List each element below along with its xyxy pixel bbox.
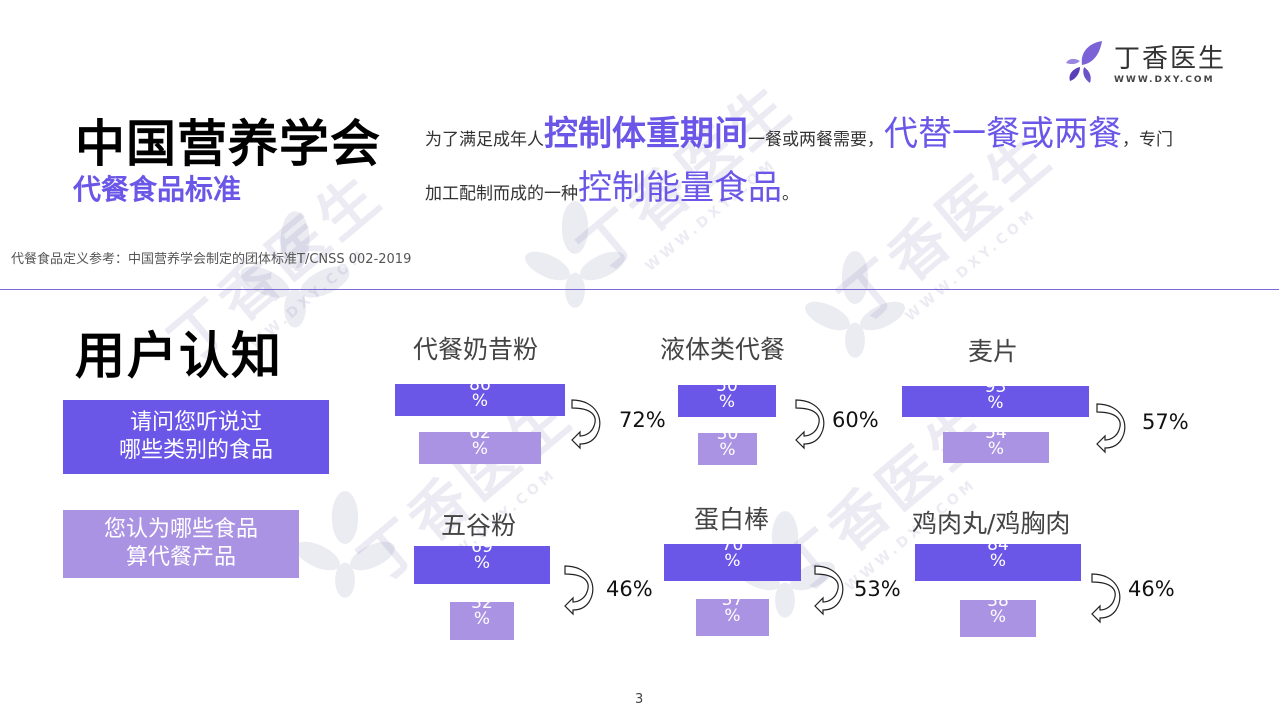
conversion-rate: 72% — [619, 408, 666, 432]
definition-text: 一餐或两餐需要， — [748, 130, 884, 150]
standard-definition: 为了满足成年人控制体重期间一餐或两餐需要，代替一餐或两餐，专门加工配制而成的一种… — [425, 110, 1185, 218]
bar-considered: 30% — [698, 433, 757, 465]
dxy-flower-logo-icon — [1066, 40, 1102, 83]
curved-arrow-icon — [571, 399, 601, 450]
legend-heard-of: 请问您听说过 哪些类别的食品 — [63, 400, 329, 474]
bar-heard-of: 86% — [395, 384, 565, 416]
legend-label: 您认为哪些食品 — [103, 517, 258, 542]
reference-note: 代餐食品定义参考：中国营养学会制定的团体标准T/CNSS 002-2019 — [11, 252, 412, 267]
definition-text: 为了满足成年人 — [425, 130, 544, 150]
section-divider — [0, 289, 1279, 290]
legend-considered-meal-replacement: 您认为哪些食品 算代餐产品 — [63, 510, 299, 578]
curved-arrow-icon — [795, 399, 825, 450]
curved-arrow-icon — [1096, 403, 1126, 454]
bar-considered: 32% — [450, 602, 514, 640]
curved-arrow-icon — [814, 565, 844, 616]
bar-considered: 38% — [960, 600, 1036, 637]
watermark-flower-icon — [295, 491, 395, 598]
bar-considered: 54% — [943, 432, 1049, 463]
bar-heard-of: 93% — [902, 386, 1089, 417]
bar-considered: 62% — [419, 432, 541, 464]
definition-text: ，专门加工配制而成的一种 — [425, 130, 1173, 204]
bar-heard-of: 70% — [664, 544, 801, 581]
bar-heard-of: 69% — [414, 546, 550, 584]
page-subtitle: 代餐食品标准 — [73, 173, 242, 206]
brand-name: 丁香医生 — [1114, 44, 1227, 74]
definition-highlight: 控制体重期间 — [544, 114, 748, 154]
section-title: 用户认知 — [75, 327, 283, 385]
conversion-rate: 46% — [606, 577, 653, 601]
legend-label: 请问您听说过 — [129, 410, 262, 435]
page-number: 3 — [635, 692, 644, 707]
bar-heard-of: 84% — [915, 544, 1081, 581]
definition-text: 。 — [782, 184, 799, 204]
brand-logo: 丁香医生 WWW.DXY.COM — [1062, 38, 1226, 85]
watermark-flower-icon — [805, 251, 905, 358]
category-label: 液体类代餐 — [660, 335, 786, 364]
bar-considered: 37% — [696, 599, 769, 636]
legend-label: 哪些类别的食品 — [118, 438, 273, 463]
curved-arrow-icon — [564, 565, 594, 616]
category-label: 麦片 — [968, 337, 1019, 366]
page-title: 中国营养学会 — [75, 115, 381, 173]
definition-highlight: 代替一餐或两餐 — [884, 114, 1122, 154]
conversion-rate: 60% — [832, 408, 879, 432]
conversion-rate: 57% — [1142, 410, 1189, 434]
category-label: 代餐奶昔粉 — [413, 335, 539, 364]
legend-label: 算代餐产品 — [125, 545, 236, 570]
watermark-flower-icon — [240, 211, 350, 328]
conversion-rate: 53% — [854, 577, 901, 601]
category-label: 蛋白棒 — [694, 505, 770, 534]
brand-url: WWW.DXY.COM — [1114, 75, 1215, 85]
category-label: 鸡肉丸/鸡胸肉 — [912, 509, 1071, 538]
conversion-rate: 46% — [1128, 577, 1175, 601]
curved-arrow-icon — [1091, 573, 1121, 624]
bar-heard-of: 50% — [678, 385, 776, 417]
category-label: 五谷粉 — [441, 511, 517, 540]
definition-highlight: 控制能量食品 — [578, 168, 782, 208]
